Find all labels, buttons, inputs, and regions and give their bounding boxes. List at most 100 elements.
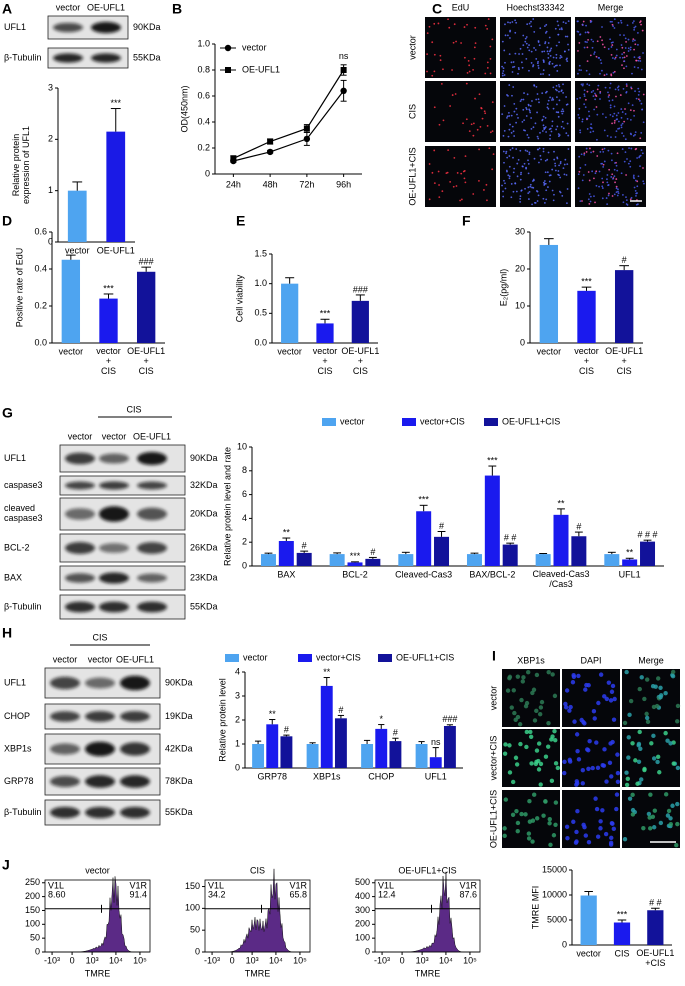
cell	[586, 83, 589, 86]
cell	[567, 43, 569, 46]
cell	[617, 88, 620, 91]
y-tick-label: 0.0	[254, 337, 267, 347]
cell	[614, 806, 619, 812]
plot-frame	[204, 879, 311, 953]
cell	[502, 67, 505, 70]
cell	[600, 763, 605, 768]
cell	[545, 30, 548, 33]
cell	[524, 40, 527, 43]
error-bar	[285, 277, 295, 284]
cell	[646, 811, 652, 817]
significance: **	[283, 527, 291, 537]
cell	[635, 194, 637, 197]
cell	[564, 22, 567, 25]
cell	[506, 115, 509, 118]
cell	[630, 87, 633, 90]
cell	[484, 72, 487, 75]
cell	[536, 200, 539, 202]
cell	[452, 41, 455, 44]
text-line: CIS	[317, 366, 332, 376]
y-axis-label: Relative protein level and rate	[222, 447, 232, 566]
cell	[550, 672, 555, 677]
cell	[472, 134, 475, 137]
bar	[99, 298, 118, 343]
cell	[637, 87, 640, 90]
cell	[565, 132, 568, 135]
cell	[567, 708, 572, 713]
x-axis-label: TMRE	[415, 968, 441, 978]
cell	[513, 102, 516, 105]
cell	[638, 156, 641, 159]
text-line: +	[358, 356, 363, 366]
cell	[561, 194, 564, 197]
row-label: OE-UFL1+CIS	[488, 790, 498, 848]
cell	[566, 60, 569, 63]
y-tick-label: 0.6	[34, 226, 47, 236]
cell	[625, 65, 628, 68]
cell	[527, 172, 530, 175]
cell	[615, 191, 618, 194]
cell	[587, 110, 590, 113]
cell	[560, 110, 563, 113]
cell	[567, 759, 573, 764]
cell	[487, 18, 490, 20]
x-tick-label: -10³	[204, 955, 220, 965]
cell	[655, 754, 661, 760]
cell	[446, 171, 449, 174]
error-bar	[320, 318, 330, 324]
cell	[529, 105, 532, 107]
x-tick-label: XBP1s	[313, 771, 341, 781]
cell	[508, 128, 511, 131]
cell	[637, 175, 640, 178]
x-tick-label: Cleaved-Cas3/Cas3	[532, 569, 589, 589]
cell	[592, 89, 595, 92]
significance: ***	[103, 283, 114, 293]
blot-box	[47, 47, 129, 69]
cell	[532, 718, 538, 723]
cell	[545, 23, 548, 26]
text-line: vector	[574, 346, 599, 356]
x-tick-label: 10⁴	[109, 955, 123, 965]
x-tick-label: 24h	[226, 179, 241, 189]
cell	[491, 101, 494, 103]
cell	[623, 60, 626, 63]
cell	[535, 98, 538, 101]
cell	[431, 74, 434, 77]
cell	[531, 792, 537, 797]
cell	[512, 130, 515, 133]
cell	[542, 150, 545, 153]
point	[340, 67, 347, 73]
cell	[572, 719, 577, 724]
point	[303, 125, 310, 132]
cell	[577, 187, 580, 190]
cell	[615, 114, 618, 117]
cell	[590, 765, 595, 771]
cell	[574, 839, 579, 844]
cell	[529, 183, 532, 186]
cell	[601, 113, 604, 115]
cell	[592, 130, 595, 133]
cell	[598, 170, 601, 173]
point	[230, 155, 237, 162]
cell	[501, 65, 504, 68]
cell	[527, 136, 530, 139]
cell	[658, 694, 663, 700]
x-tick-label: 10⁵	[133, 955, 147, 965]
y-tick-label: 0	[365, 946, 370, 956]
significance: ***	[350, 551, 361, 561]
cell	[474, 42, 477, 44]
lane-label: vector	[102, 431, 127, 441]
cell	[474, 26, 477, 29]
cell	[546, 50, 549, 53]
panel-label: E	[236, 213, 245, 229]
cell	[674, 843, 679, 848]
cell	[526, 150, 529, 153]
size-label: 20KDa	[190, 508, 218, 518]
cell	[547, 56, 550, 59]
cell	[607, 96, 610, 98]
x-axis-label: TMRE	[85, 968, 111, 978]
cell	[528, 729, 533, 735]
cell	[587, 738, 592, 744]
cell	[637, 66, 640, 69]
protein-label: UFL1	[4, 677, 26, 687]
